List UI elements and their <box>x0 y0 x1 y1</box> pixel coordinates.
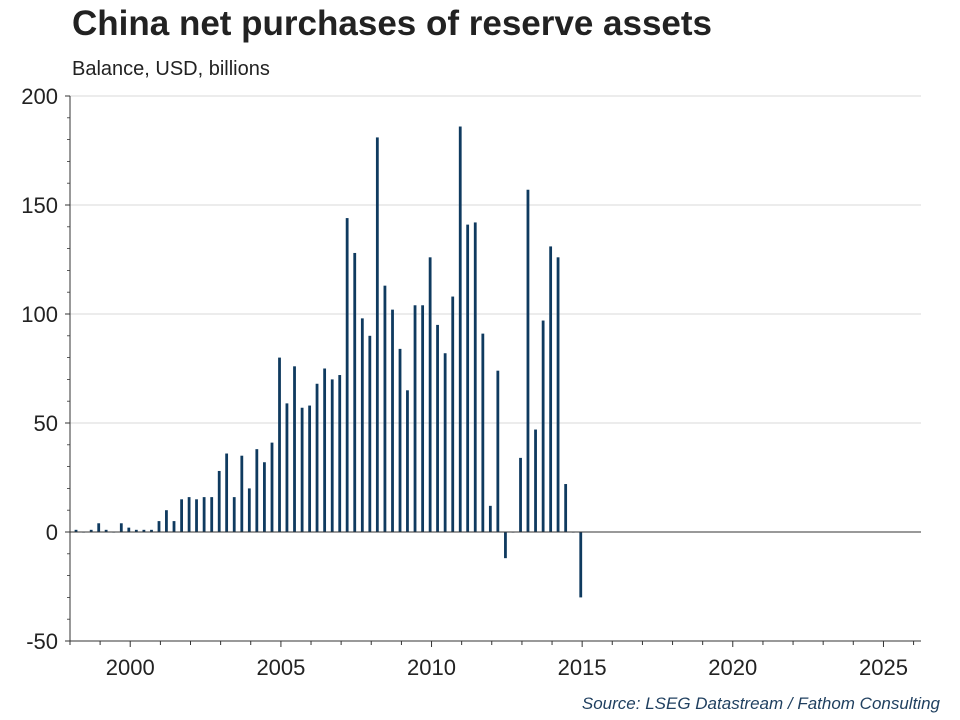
bar <box>323 368 327 532</box>
y-tick-label: -50 <box>26 629 58 654</box>
bar <box>270 442 274 532</box>
bar <box>217 470 221 532</box>
bar <box>556 257 560 532</box>
bar <box>187 497 191 532</box>
y-tick-label: 0 <box>46 520 58 545</box>
bar <box>391 309 394 532</box>
bar <box>421 305 425 532</box>
bar <box>579 532 583 598</box>
bar <box>225 453 229 532</box>
bar <box>180 499 184 532</box>
bar <box>564 484 568 532</box>
bar <box>519 457 522 532</box>
bar <box>74 529 78 532</box>
bar <box>165 510 168 532</box>
bar <box>368 335 372 532</box>
bar <box>293 366 296 532</box>
bar <box>285 403 289 532</box>
bar <box>210 497 214 532</box>
bar <box>541 320 545 532</box>
bar <box>134 529 138 532</box>
bar <box>330 379 334 532</box>
bar <box>436 324 439 532</box>
bar <box>504 532 507 559</box>
y-tick-label: 100 <box>21 302 58 327</box>
bar <box>534 429 537 532</box>
bar <box>263 462 266 532</box>
bar <box>345 218 349 532</box>
bar <box>247 488 251 532</box>
bar <box>526 189 530 533</box>
bar <box>466 224 470 532</box>
bar <box>195 499 198 532</box>
bar <box>451 296 455 532</box>
bar <box>398 348 402 532</box>
bar <box>383 285 387 532</box>
bar <box>127 527 131 532</box>
bar <box>315 383 319 532</box>
chart-subtitle: Balance, USD, billions <box>72 58 270 80</box>
bar <box>428 257 432 532</box>
bar <box>406 390 409 532</box>
bar <box>240 455 244 532</box>
bar <box>119 523 123 532</box>
y-tick-label: 200 <box>21 84 58 109</box>
bar <box>104 529 108 532</box>
bar <box>308 405 312 532</box>
x-tick-label: 2010 <box>407 655 456 680</box>
bar <box>443 353 447 532</box>
bar <box>375 137 379 533</box>
gridlines <box>70 95 921 424</box>
axes <box>65 95 921 647</box>
source-note: Source: LSEG Datastream / Fathom Consult… <box>581 694 940 713</box>
bar <box>496 370 500 532</box>
x-tick-label: 2020 <box>708 655 757 680</box>
x-tick-label: 2025 <box>859 655 908 680</box>
x-tick-label: 2015 <box>558 655 607 680</box>
bar <box>488 505 492 532</box>
bar <box>360 318 364 532</box>
bar <box>157 521 161 532</box>
bar <box>97 523 101 532</box>
x-tick-label: 2005 <box>256 655 305 680</box>
bar <box>232 497 236 532</box>
y-tick-label: 50 <box>34 411 58 436</box>
bar <box>353 252 357 532</box>
bar <box>481 333 485 532</box>
bar <box>255 449 259 532</box>
bar <box>413 305 417 532</box>
bar <box>142 529 146 532</box>
bar <box>458 126 462 533</box>
bar <box>300 407 304 532</box>
bar <box>150 529 153 532</box>
x-tick-label: 2000 <box>106 655 155 680</box>
bar <box>202 497 206 532</box>
bar <box>473 222 477 532</box>
tick-labels: 200 150 100 50 0 -50 2000 2005 2010 2015 2020 2025 <box>21 84 908 680</box>
bars <box>74 126 583 598</box>
y-tick-label: 150 <box>21 193 58 218</box>
bar <box>278 357 281 532</box>
chart-title: China net purchases of reserve assets <box>72 4 713 43</box>
bar <box>549 246 553 533</box>
bar <box>172 521 176 532</box>
bar <box>338 375 342 532</box>
bar <box>89 529 93 532</box>
